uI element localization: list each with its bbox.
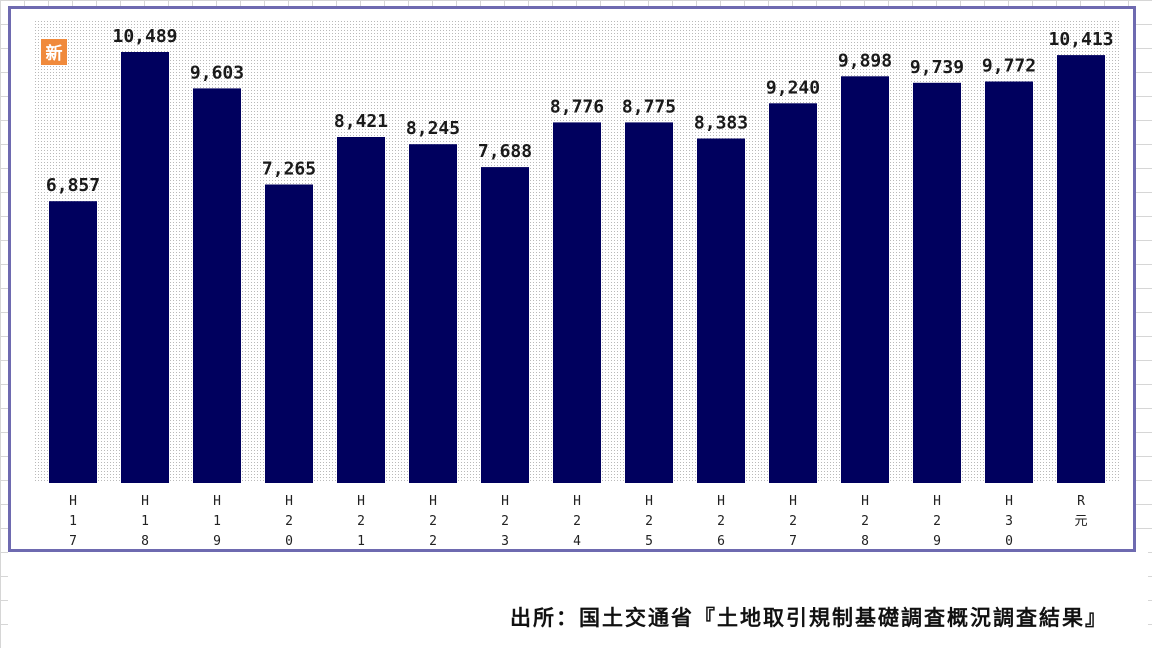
x-tick-label: 1: [69, 514, 77, 529]
x-tick-label: H: [789, 494, 797, 509]
x-tick-label: 2: [789, 514, 797, 529]
chart-frame: 新 6,857 H 1 7 10,489 H 1 8 9,603 H 1 9 7,265 H 2 0 8,421 H…: [8, 6, 1136, 552]
x-tick-label: H: [69, 494, 77, 509]
data-label: 10,489: [112, 26, 177, 47]
x-tick-label: H: [141, 494, 149, 509]
x-tick-label: 1: [213, 514, 221, 529]
new-badge-box: [41, 39, 67, 65]
x-tick-label: 2: [501, 514, 509, 529]
x-tick-label: H: [213, 494, 221, 509]
x-tick-label: 8: [861, 534, 869, 549]
bar: [985, 81, 1033, 483]
x-tick-label: 元: [1074, 514, 1087, 529]
x-tick-label: 2: [717, 514, 725, 529]
bar: [265, 184, 313, 483]
x-tick-label: 8: [141, 534, 149, 549]
x-tick-label: 2: [933, 514, 941, 529]
bar: [553, 122, 601, 484]
x-tick-label: 2: [285, 514, 293, 529]
data-label: 7,265: [262, 159, 316, 180]
data-label: 9,603: [190, 62, 244, 83]
x-tick-label: 5: [645, 534, 653, 549]
x-tick-label: H: [357, 494, 365, 509]
x-tick-label: H: [1005, 494, 1013, 509]
x-tick-label: 2: [429, 534, 437, 549]
data-label: 7,688: [478, 141, 532, 162]
data-label: 9,898: [838, 50, 892, 71]
x-tick-label: H: [501, 494, 509, 509]
x-tick-label: 6: [717, 534, 725, 549]
x-tick-label: H: [645, 494, 653, 509]
bar: [49, 201, 97, 483]
x-tick-label: 3: [501, 534, 509, 549]
new-badge-text: 新: [46, 43, 63, 64]
x-tick-label: 2: [429, 514, 437, 529]
data-label: 8,245: [406, 118, 460, 139]
bar: [409, 144, 457, 483]
x-tick-label: H: [861, 494, 869, 509]
x-tick-label: H: [717, 494, 725, 509]
x-tick-label: 7: [789, 534, 797, 549]
x-tick-label: 3: [1005, 514, 1013, 529]
source-area: 出所：国土交通省『土地取引規制基礎調査概況調査結果』: [8, 552, 1148, 648]
x-tick-label: R: [1077, 494, 1085, 509]
data-label: 8,383: [694, 113, 748, 134]
x-tick-label: 2: [357, 514, 365, 529]
bar: [841, 76, 889, 484]
data-label: 9,240: [766, 77, 820, 98]
bar: [337, 137, 385, 483]
bar: [481, 167, 529, 483]
bar: [769, 103, 817, 484]
bar: [625, 122, 673, 484]
data-label: 10,413: [1048, 29, 1113, 50]
x-tick-label: H: [933, 494, 941, 509]
data-label: 8,775: [622, 96, 676, 117]
bar: [697, 138, 745, 483]
x-tick-label: 2: [573, 514, 581, 529]
x-tick-label: 9: [933, 534, 941, 549]
x-tick-label: 2: [645, 514, 653, 529]
x-tick-label: 0: [285, 534, 293, 549]
data-label: 9,739: [910, 57, 964, 78]
data-label: 8,421: [334, 111, 388, 132]
x-tick-label: 4: [573, 534, 581, 549]
data-label: 9,772: [982, 56, 1036, 77]
data-label: 6,857: [46, 175, 100, 196]
source-note: 出所：国土交通省『土地取引規制基礎調査概況調査結果』: [510, 606, 1108, 630]
x-tick-label: 0: [1005, 534, 1013, 549]
bar: [1057, 55, 1105, 483]
bar-chart: 新 6,857 H 1 7 10,489 H 1 8 9,603 H 1 9 7,265 H 2 0 8,421 H…: [33, 21, 1121, 549]
data-label: 8,776: [550, 96, 604, 117]
bar: [121, 52, 169, 483]
x-tick-label: H: [285, 494, 293, 509]
x-tick-label: 9: [213, 534, 221, 549]
bar: [913, 82, 961, 484]
x-tick-label: H: [573, 494, 581, 509]
new-badge: 新: [41, 39, 67, 65]
x-tick-label: 1: [357, 534, 365, 549]
x-tick-label: 7: [69, 534, 77, 549]
x-tick-label: 1: [141, 514, 149, 529]
bar: [193, 88, 241, 484]
x-tick-label: 2: [861, 514, 869, 529]
x-tick-label: H: [429, 494, 437, 509]
